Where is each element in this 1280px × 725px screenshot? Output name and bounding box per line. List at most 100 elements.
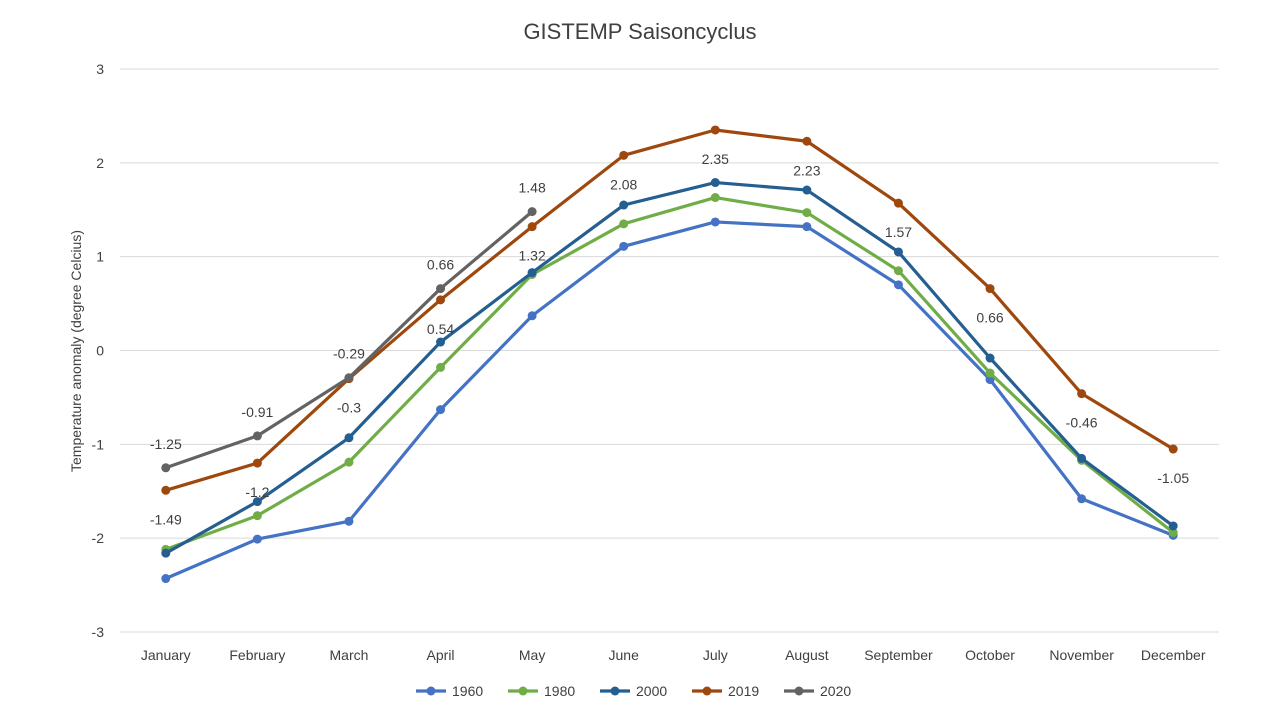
x-tick-label: December (1141, 647, 1206, 663)
series-2020 (161, 207, 537, 473)
data-point (436, 405, 446, 415)
data-point (344, 373, 354, 383)
y-axis-label: Temperature anomaly (degree Celcius) (68, 230, 84, 472)
data-label: 0.66 (427, 257, 454, 273)
data-point (1168, 444, 1178, 454)
legend: 1960 1980 2000 2019 2020 (416, 683, 851, 699)
y-tick-label: 2 (96, 155, 104, 171)
data-point (161, 574, 171, 584)
data-point (710, 193, 720, 203)
series-line-2019 (164, 128, 1175, 492)
data-point (344, 433, 354, 443)
data-point (161, 485, 171, 495)
legend-marker (610, 686, 620, 696)
data-point (893, 198, 903, 208)
data-label: -1.2 (245, 484, 269, 500)
data-label: 2.23 (793, 162, 820, 178)
y-tick-label: 0 (96, 343, 104, 359)
data-point (802, 208, 812, 218)
series-line-1980 (164, 195, 1175, 552)
y-tick-label: 1 (96, 249, 104, 265)
data-point (619, 241, 629, 251)
data-point (1168, 521, 1178, 531)
data-point (619, 150, 629, 160)
series-group (161, 125, 1178, 584)
data-point (802, 222, 812, 232)
data-point (619, 200, 629, 210)
legend-item-1980: 1980 (508, 683, 575, 699)
legend-label: 2000 (636, 683, 667, 699)
data-point (252, 511, 262, 521)
y-tick-label: -3 (92, 624, 105, 640)
series-line-1960 (164, 220, 1175, 581)
data-point (252, 458, 262, 468)
data-point (710, 178, 720, 188)
data-point (802, 136, 812, 146)
data-point (893, 280, 903, 290)
data-label: -1.25 (150, 436, 182, 452)
x-tick-label: February (229, 647, 285, 663)
x-tick-label: May (519, 647, 545, 663)
data-label: -0.29 (333, 346, 365, 362)
x-axis-ticks: January February March April May June July Augu… (141, 647, 1206, 663)
series-1960 (161, 217, 1178, 584)
x-tick-label: October (965, 647, 1015, 663)
x-tick-label: September (864, 647, 933, 663)
x-tick-label: April (427, 647, 455, 663)
data-point (893, 247, 903, 257)
data-label: 1.48 (519, 180, 546, 196)
data-point (436, 362, 446, 372)
series-2019 (161, 125, 1178, 495)
data-label: -1.49 (150, 511, 182, 527)
y-axis-ticks: -3 -2 -1 0 1 2 3 (92, 61, 105, 640)
data-point (893, 266, 903, 276)
data-point (161, 548, 171, 558)
legend-marker (794, 686, 804, 696)
data-point (802, 185, 812, 195)
x-tick-label: June (609, 647, 640, 663)
data-label: -0.46 (1066, 415, 1098, 431)
x-tick-label: March (330, 647, 369, 663)
legend-item-2020: 2020 (784, 683, 851, 699)
series-2000 (161, 178, 1178, 558)
data-point (1168, 528, 1178, 538)
data-point (161, 463, 171, 473)
legend-label: 1980 (544, 683, 575, 699)
data-point (344, 516, 354, 526)
data-point (527, 268, 537, 278)
x-tick-label: July (703, 647, 728, 663)
data-label: 1.32 (519, 248, 546, 264)
legend-marker (518, 686, 528, 696)
data-point (436, 337, 446, 347)
data-label: -0.91 (241, 404, 273, 420)
data-point (710, 125, 720, 135)
legend-label: 1960 (452, 683, 483, 699)
data-point (1077, 389, 1087, 399)
data-point (1077, 494, 1087, 504)
legend-marker (702, 686, 712, 696)
data-point (527, 207, 537, 217)
data-point (344, 457, 354, 467)
legend-item-2019: 2019 (692, 683, 759, 699)
x-tick-label: January (141, 647, 191, 663)
data-point (1077, 453, 1087, 463)
data-point (710, 217, 720, 227)
data-label: 1.57 (885, 224, 912, 240)
legend-label: 2019 (728, 683, 759, 699)
x-tick-label: August (785, 647, 829, 663)
data-label: -0.3 (337, 400, 361, 416)
y-tick-label: 3 (96, 61, 104, 77)
data-point (985, 353, 995, 363)
data-labels: -1.49 -1.2 -0.3 0.54 1.32 2.08 2.35 2.23 1.57 0.6… (150, 151, 1190, 527)
data-point (527, 311, 537, 321)
data-point (252, 534, 262, 544)
y-tick-label: -1 (92, 436, 105, 452)
x-tick-label: November (1049, 647, 1114, 663)
chart-title: GISTEMP Saisoncyclus (523, 19, 756, 44)
data-point (527, 222, 537, 232)
legend-item-1960: 1960 (416, 683, 483, 699)
data-point (985, 368, 995, 378)
